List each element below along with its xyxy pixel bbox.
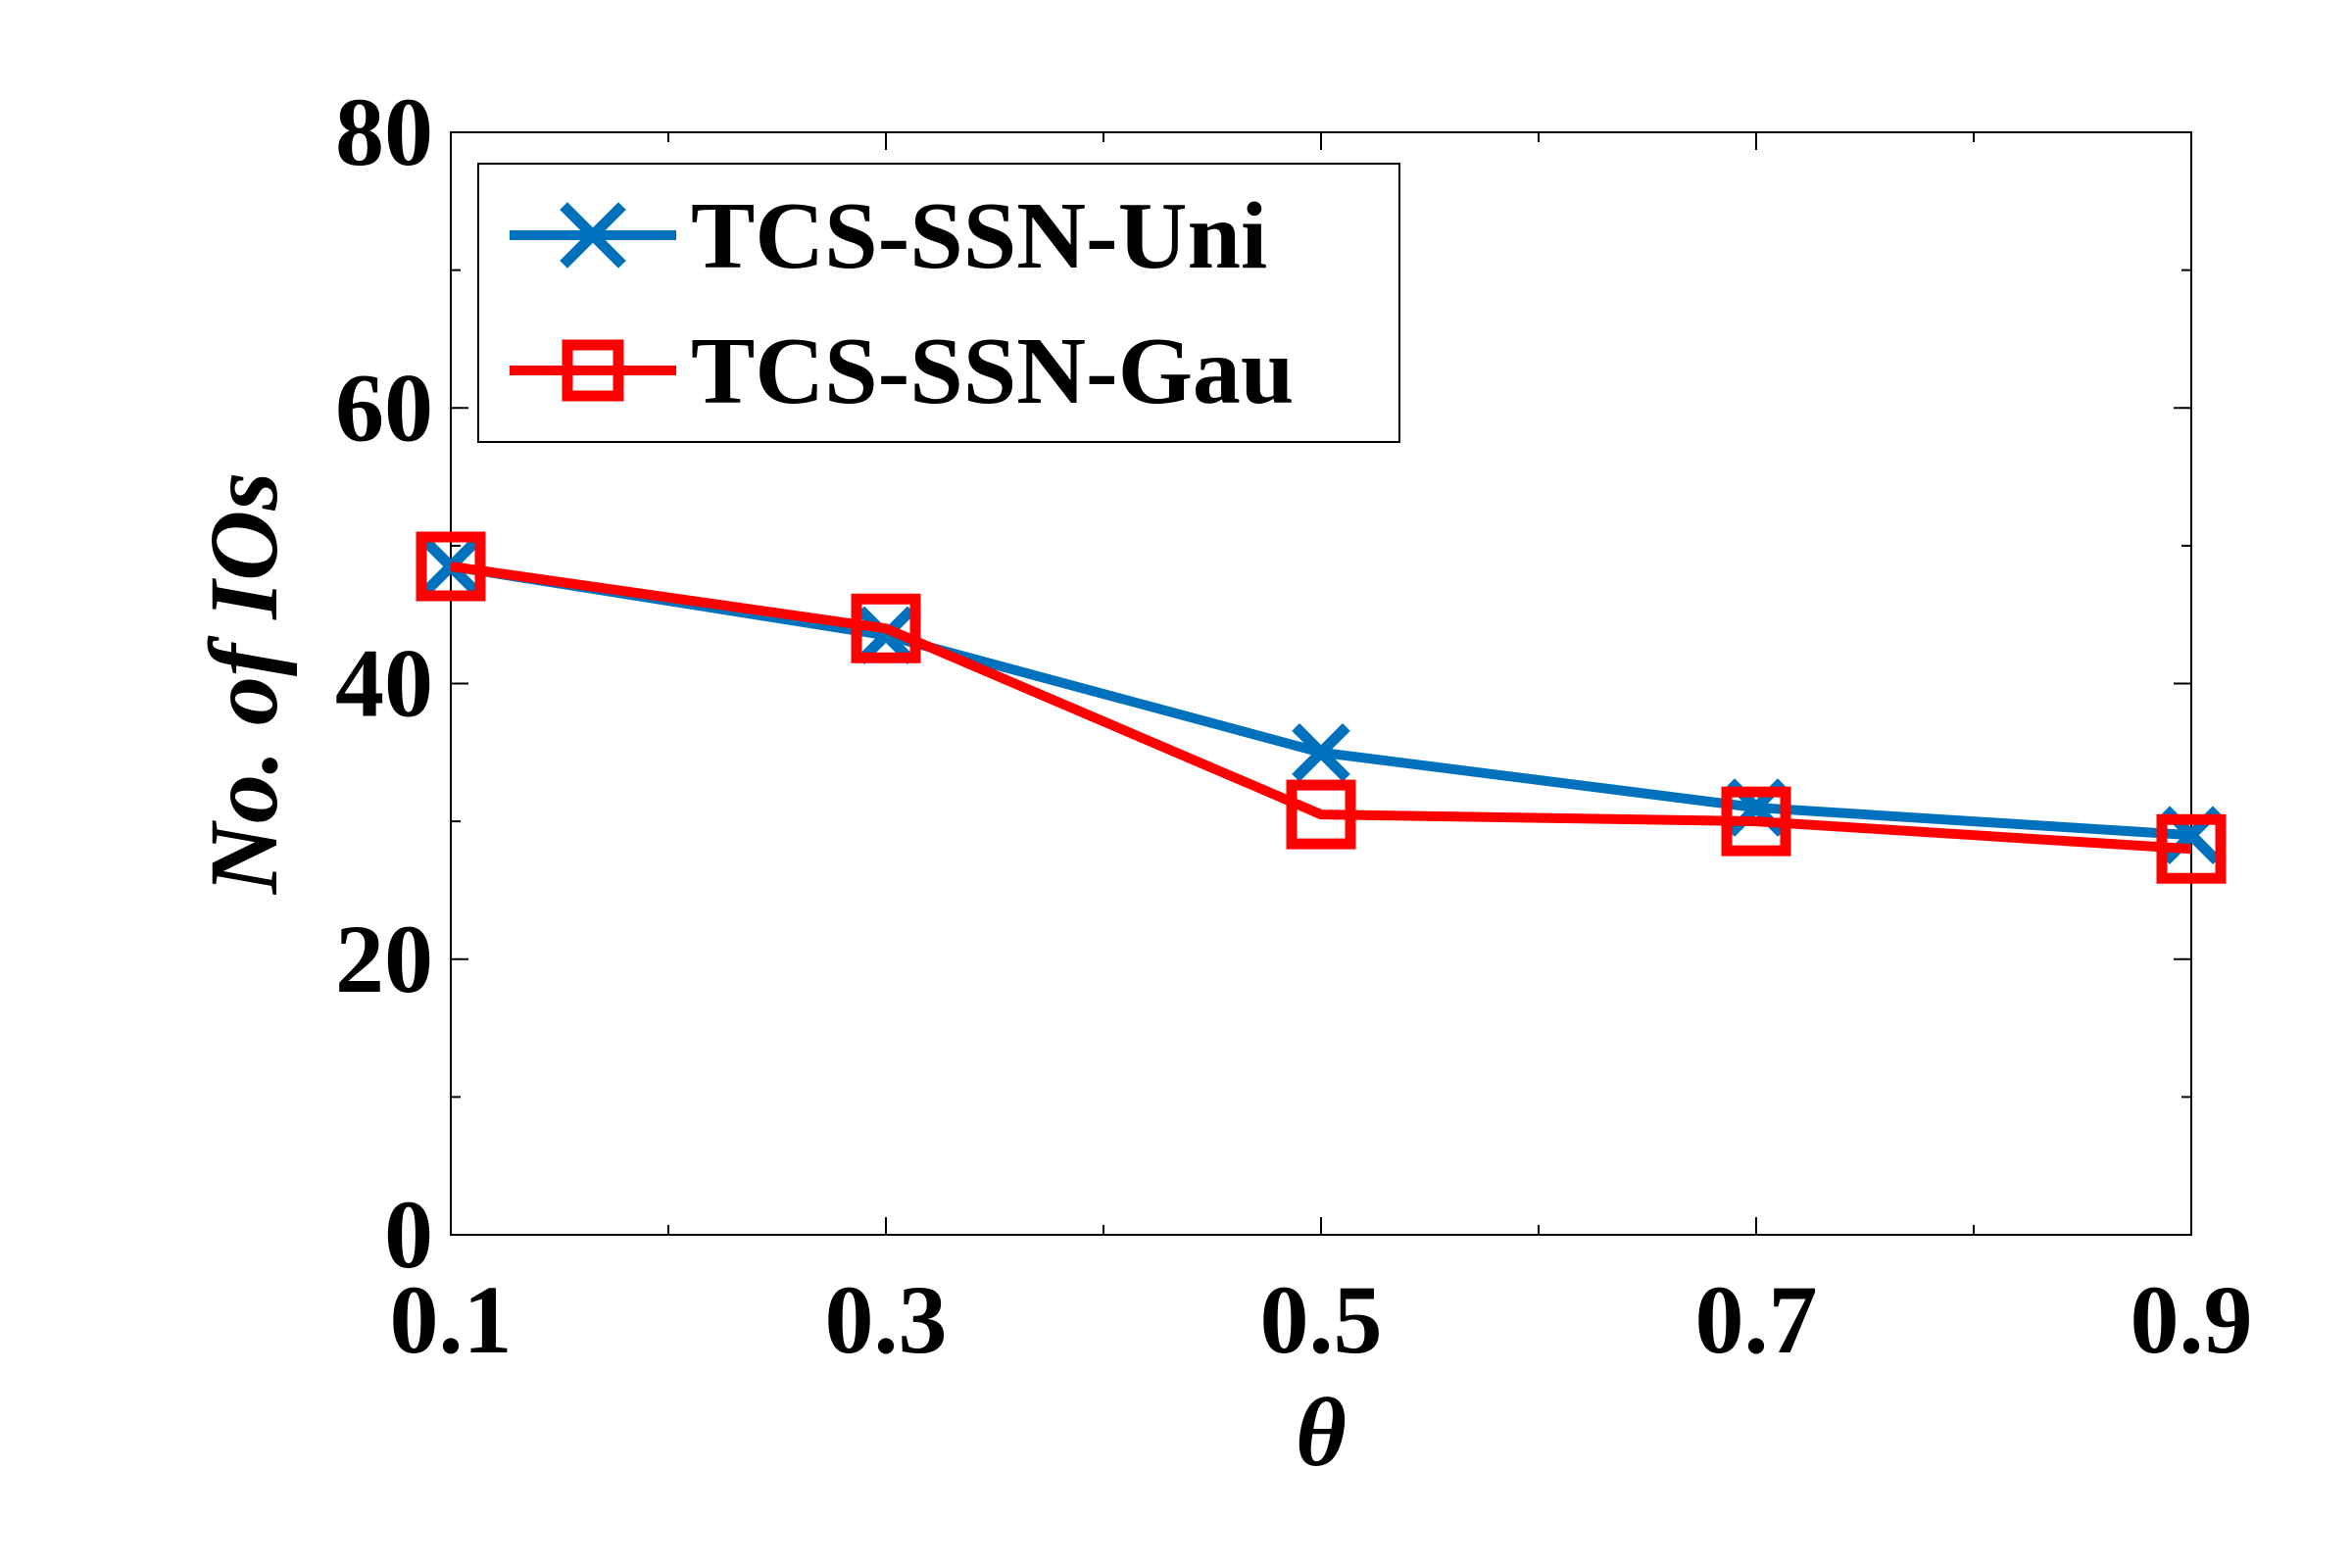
x-tick-label: 0.5 [1260,1265,1383,1374]
y-tick-label: 60 [335,353,433,462]
legend-box [477,163,1400,443]
series-TCS-SSN-Gau [416,531,2227,884]
y-tick-labels: 0 20 40 60 80 [335,77,433,1289]
x-tick-label: 0.9 [2131,1265,2253,1374]
legend-item: TCS-SSN-Uni [510,183,1267,289]
x-tick-label: 0.3 [825,1265,948,1374]
y-tick-label: 0 [384,1180,433,1289]
square-marker [851,593,921,663]
legend-label: TCS-SSN-Uni [691,183,1267,289]
square-marker [1286,779,1356,850]
legend-item: TCS-SSN-Gau [510,318,1294,424]
square-marker [562,339,624,402]
square-marker [416,531,486,602]
legend-label: TCS-SSN-Gau [691,318,1294,424]
legend: TCS-SSN-Uni TCS-SSN-Gau [477,163,1400,443]
x-marker [857,606,915,665]
y-axis-title: No. of IOs [189,472,298,896]
minor-ticks [451,132,2191,1235]
square-marker [1721,786,1791,857]
y-tick-label: 40 [335,629,433,738]
x-tick-label: 0.1 [390,1265,513,1374]
x-marker-stroke [1292,723,1350,782]
x-tick-label: 0.7 [1695,1265,1818,1374]
y-tick-label: 20 [335,905,433,1013]
series-line [450,562,2192,855]
x-tick-labels: 0.1 0.3 0.5 0.7 0.9 [390,1265,2253,1374]
x-marker [560,202,626,269]
x-marker-stroke [560,202,626,269]
y-tick-label: 80 [335,77,433,186]
square-marker [2156,813,2227,884]
x-axis-title: θ [1296,1378,1347,1487]
x-marker [1292,723,1350,782]
series-layer [416,531,2227,884]
x-marker-stroke [857,606,915,665]
major-ticks [450,131,2192,1236]
